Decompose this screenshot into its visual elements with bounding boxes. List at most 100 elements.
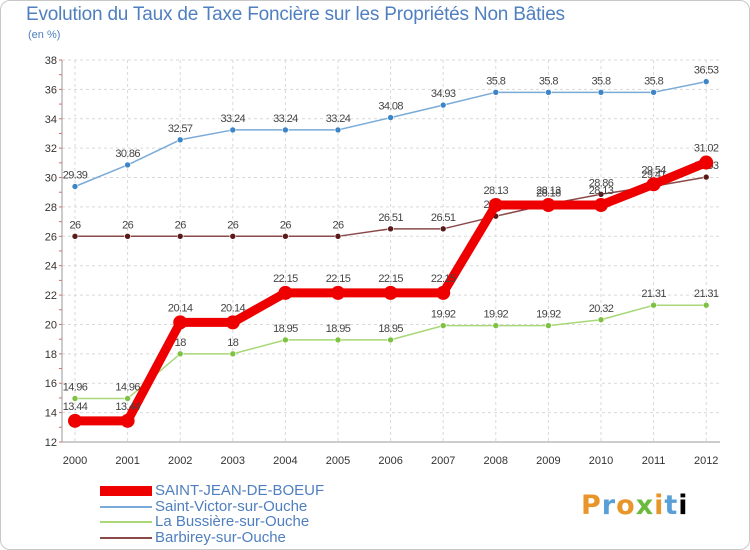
data-label-saint-victor-sur-ouche: 35.8 [644,75,663,87]
data-point-saint-jean-de-boeuf [383,285,398,300]
logo-letter: i [678,490,689,521]
data-point-saint-victor-sur-ouche [334,126,342,134]
data-label-la-bussi-re-sur-ouche: 14.96 [115,382,140,394]
data-label-la-bussi-re-sur-ouche: 19.92 [431,309,456,321]
data-point-la-bussi-re-sur-ouche [124,395,131,402]
data-label-barbirey-sur-ouche: 26 [69,219,81,231]
data-point-barbirey-sur-ouche [597,190,605,198]
data-label-la-bussi-re-sur-ouche: 18.95 [378,323,403,335]
data-point-saint-jean-de-boeuf [68,413,82,428]
data-label-saint-jean-de-boeuf: 22.15 [273,273,298,285]
x-tick-label: 2011 [642,455,666,467]
data-point-saint-jean-de-boeuf [278,285,293,300]
legend-swatch [100,536,152,539]
logo-letter: t [664,490,679,521]
data-point-saint-jean-de-boeuf [488,198,503,213]
data-point-saint-jean-de-boeuf [541,198,556,213]
data-label-la-bussi-re-sur-ouche: 18 [175,337,187,349]
y-tick-label: 34 [45,114,57,126]
y-tick-label: 32 [45,143,57,155]
y-tick-label: 12 [45,437,57,449]
y-tick-label: 36 [45,84,57,96]
legend-swatch [100,521,152,523]
data-label-barbirey-sur-ouche: 26 [280,219,292,231]
data-point-barbirey-sur-ouche [439,225,447,233]
y-tick-label: 14 [45,408,57,420]
data-point-saint-victor-sur-ouche [176,136,184,144]
data-point-saint-victor-sur-ouche [492,89,500,96]
legend-swatch [100,505,152,508]
data-point-barbirey-sur-ouche [229,233,237,240]
data-point-la-bussi-re-sur-ouche [71,395,79,402]
x-tick-label: 2001 [115,455,139,467]
data-label-saint-jean-de-boeuf: 20.14 [221,302,246,314]
data-label-la-bussi-re-sur-ouche: 19.92 [484,309,509,321]
data-point-saint-jean-de-boeuf [173,315,188,330]
data-label-saint-victor-sur-ouche: 35.8 [486,75,505,87]
data-label-saint-jean-de-boeuf: 22.15 [326,273,351,285]
x-tick-label: 2003 [221,455,245,467]
x-tick-label: 2007 [431,455,455,467]
y-tick-label: 18 [45,349,57,361]
data-point-barbirey-sur-ouche [176,233,184,240]
data-label-la-bussi-re-sur-ouche: 21.31 [641,288,666,300]
data-label-la-bussi-re-sur-ouche: 18.95 [273,323,298,335]
data-point-saint-victor-sur-ouche [387,114,394,121]
logo-letter: P [581,490,602,521]
legend-label: Barbirey-sur-Ouche [155,528,286,546]
data-label-barbirey-sur-ouche: 26.51 [431,212,456,224]
chart-subtitle: (en %) [28,29,61,41]
y-tick-label: 20 [45,319,57,331]
data-point-la-bussi-re-sur-ouche [650,301,657,309]
data-point-barbirey-sur-ouche [334,233,342,240]
data-point-saint-victor-sur-ouche [229,126,237,134]
data-label-barbirey-sur-ouche: 28.86 [589,177,614,189]
data-point-la-bussi-re-sur-ouche [229,350,237,358]
data-label-barbirey-sur-ouche: 26.51 [378,212,403,224]
logo-letter: x [635,490,655,521]
legend-label: Saint-Victor-sur-Ouche [155,497,308,515]
data-label-saint-jean-de-boeuf: 13.44 [115,401,140,413]
chart-title: Evolution du Taux de Taxe Foncière sur l… [26,4,565,25]
data-point-la-bussi-re-sur-ouche [387,336,394,344]
data-label-saint-jean-de-boeuf: 28.13 [536,185,561,197]
y-tick-label: 38 [45,55,57,67]
data-label-barbirey-sur-ouche: 28.18 [536,187,561,199]
data-label-saint-victor-sur-ouche: 33.24 [326,113,351,125]
x-tick-label: 2000 [63,455,87,467]
logo-letter: r [601,490,617,521]
data-point-la-bussi-re-sur-ouche [176,350,184,358]
data-label-saint-victor-sur-ouche: 34.93 [431,88,456,100]
data-label-saint-jean-de-boeuf: 28.13 [589,185,614,197]
data-point-saint-victor-sur-ouche [124,161,131,169]
data-point-saint-jean-de-boeuf [646,177,661,192]
data-label-saint-victor-sur-ouche: 36.53 [694,65,719,77]
data-label-saint-victor-sur-ouche: 29.39 [63,170,88,182]
data-label-saint-jean-de-boeuf: 31.02 [694,143,719,155]
y-tick-label: 30 [45,173,57,185]
data-point-saint-victor-sur-ouche [282,126,289,134]
data-label-barbirey-sur-ouche: 26 [332,219,344,231]
data-label-la-bussi-re-sur-ouche: 21.31 [694,288,719,300]
data-point-saint-jean-de-boeuf [594,198,608,213]
data-label-la-bussi-re-sur-ouche: 19.92 [536,309,561,321]
data-label-barbirey-sur-ouche: 26 [122,219,134,231]
x-tick-label: 2008 [484,455,508,467]
data-point-la-bussi-re-sur-ouche [334,336,342,344]
data-label-barbirey-sur-ouche: 26 [175,219,187,231]
data-point-barbirey-sur-ouche [282,233,289,240]
data-label-saint-victor-sur-ouche: 34.08 [378,101,403,113]
data-label-saint-jean-de-boeuf: 29.54 [641,164,666,176]
data-label-saint-victor-sur-ouche: 35.8 [539,75,558,87]
data-point-saint-victor-sur-ouche [439,101,447,109]
data-point-la-bussi-re-sur-ouche [492,322,500,329]
x-tick-label: 2002 [168,455,192,467]
data-point-barbirey-sur-ouche [387,225,394,233]
data-point-saint-jean-de-boeuf [331,285,345,300]
data-label-saint-victor-sur-ouche: 30.86 [115,148,140,160]
data-point-barbirey-sur-ouche [702,173,710,181]
data-point-barbirey-sur-ouche [124,233,131,240]
logo-letter: i [654,490,665,521]
y-tick-label: 16 [45,378,57,390]
legend-label: SAINT-JEAN-DE-BOEUF [155,482,325,499]
